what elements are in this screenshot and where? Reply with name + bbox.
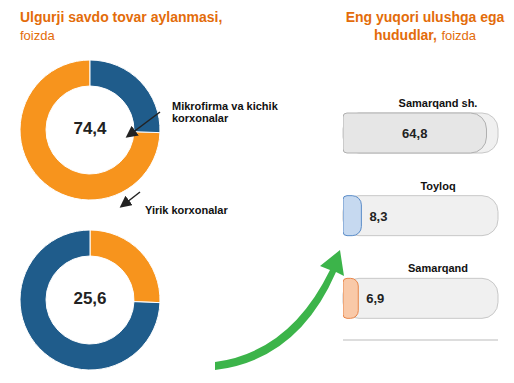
html-text:Mikrofirma va kichik korxonala: Mikrofirma va kichik korxonalar	[172, 100, 278, 124]
svg-text:Toyloq: Toyloq	[420, 180, 455, 192]
html-text:25,6: 25,6	[73, 289, 107, 308]
html-text:74,4: 74,4	[73, 119, 107, 138]
svg-text:8,3: 8,3	[369, 209, 387, 224]
html-text:Ulgurji savdo tovar aylanmasi,: Ulgurji savdo tovar aylanmasi,	[20, 9, 223, 25]
svg-text:Samarqand: Samarqand	[408, 262, 468, 274]
svg-text:Samarqand sh.: Samarqand sh.	[399, 97, 478, 109]
svg-text:6,9: 6,9	[366, 291, 384, 306]
html-text:Eng yuqori ulushga ega hududla: Eng yuqori ulushga ega hududlar, foizda	[345, 9, 505, 43]
html-text:Yirik korxonalar: Yirik korxonalar	[145, 204, 228, 216]
svg-text:64,8: 64,8	[402, 126, 427, 141]
html-text:foizda: foizda	[20, 28, 55, 43]
